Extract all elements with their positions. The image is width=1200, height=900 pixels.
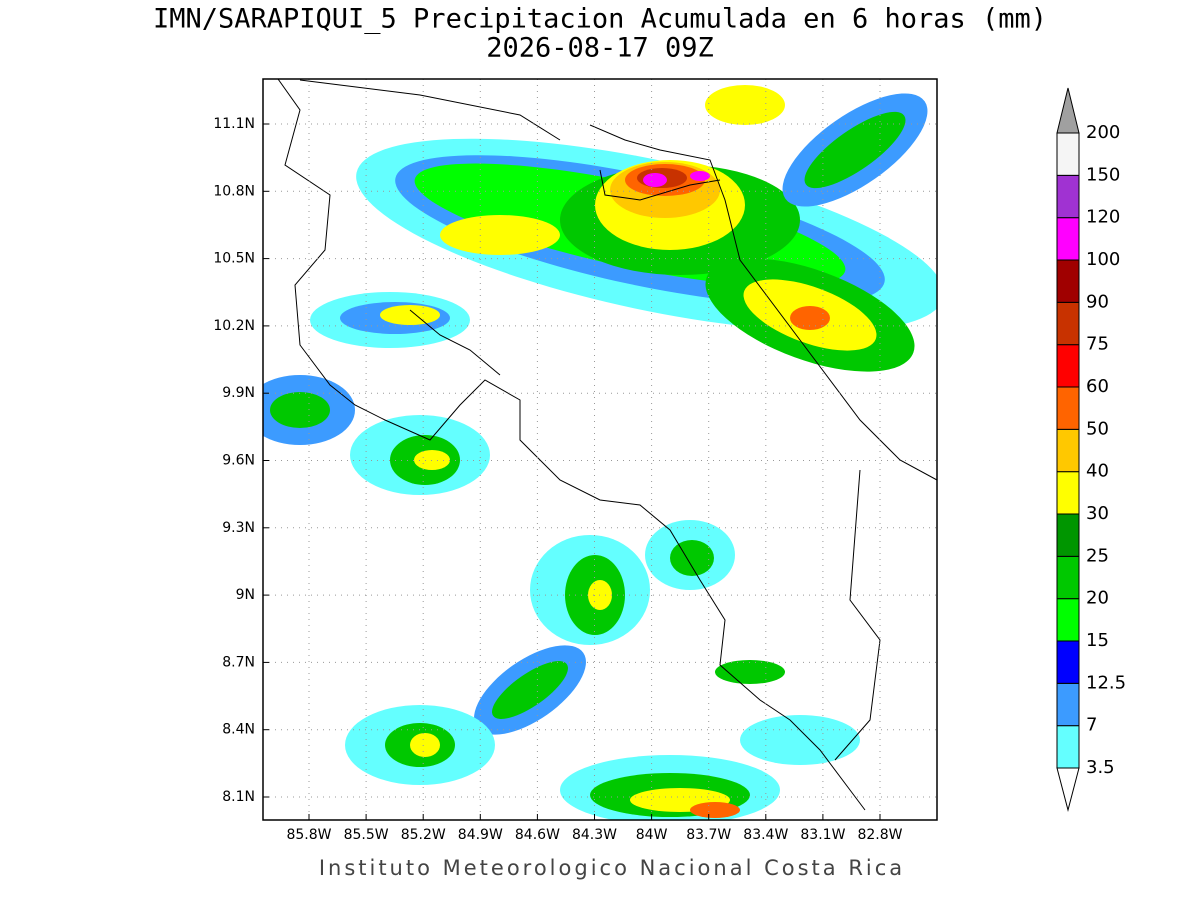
colorbar-label: 7 [1086,715,1097,736]
map-frame [262,78,938,821]
footer: Instituto Meteorologico Nacional Costa R… [319,856,905,880]
lon-label: 83.1W [800,827,845,843]
colorbar-box [1056,513,1080,557]
colorbar-over [1056,87,1080,134]
lon-label: 82.8W [857,827,902,843]
colorbar-label: 60 [1086,376,1109,397]
colorbar-box [1056,386,1080,430]
colorbar-box [1056,682,1080,727]
colorbar-box [1056,301,1080,346]
colorbar-label: 120 [1086,207,1120,228]
subtitle: 2026-08-17 09Z [486,33,714,64]
lat-label: 10.8N [213,183,255,199]
colorbar-label: 40 [1086,461,1109,482]
colorbar-box [1056,598,1080,642]
lon-label: 85.8W [286,827,331,843]
lat-label: 8.4N [222,722,255,738]
precip-field [263,79,937,820]
colorbar-box [1056,259,1080,303]
lon-label: 83.4W [743,827,788,843]
colorbar-label: 90 [1086,291,1109,312]
colorbar-box [1056,640,1080,684]
colorbar-label: 25 [1086,545,1109,566]
lon-label: 83.7W [686,827,731,843]
lon-label: 84W [636,827,668,843]
lon-label: 84.6W [515,827,560,843]
lon-label: 85.2W [401,827,446,843]
colorbar-label: 150 [1086,164,1120,185]
colorbar-label: 3.5 [1086,757,1115,778]
colorbar-label: 15 [1086,630,1109,651]
lat-label: 10.5N [213,251,255,267]
title: IMN/SARAPIQUI_5 Precipitacion Acumulada … [153,4,1047,35]
lon-label: 85.5W [344,827,389,843]
colorbar-label: 100 [1086,249,1120,270]
colorbar-box [1056,132,1080,176]
lat-label: 9N [236,587,255,603]
colorbar-label: 200 [1086,122,1120,143]
colorbar: 3.5 7 12.5 15 20 25 30 40 50 60 75 90 100 120 150 200 [1056,87,1126,812]
colorbar-box [1056,217,1080,261]
colorbar-box [1056,555,1080,600]
colorbar-box [1056,471,1080,515]
colorbar-label: 75 [1086,334,1109,355]
colorbar-box [1056,428,1080,473]
lat-label: 8.7N [222,654,255,670]
lon-label: 84.3W [572,827,617,843]
graticule: 85.8W 85.5W 85.2W 84.9W 84.6W 84.3W 84W 83.7W 83… [213,79,937,843]
colorbar-label: 12.5 [1086,672,1126,693]
colorbar-label: 20 [1086,588,1109,609]
colorbar-under [1056,767,1080,812]
colorbar-box [1056,725,1080,769]
lat-label: 9.9N [222,385,255,401]
lat-label: 10.2N [213,318,255,334]
lat-label: 9.3N [222,520,255,536]
colorbar-box [1056,174,1080,219]
lat-label: 8.1N [222,789,255,805]
lon-label: 84.9W [458,827,503,843]
colorbar-label: 30 [1086,503,1109,524]
colorbar-label: 50 [1086,418,1109,439]
colorbar-box [1056,344,1080,388]
lat-label: 11.1N [213,116,255,132]
lat-label: 9.6N [222,453,255,469]
